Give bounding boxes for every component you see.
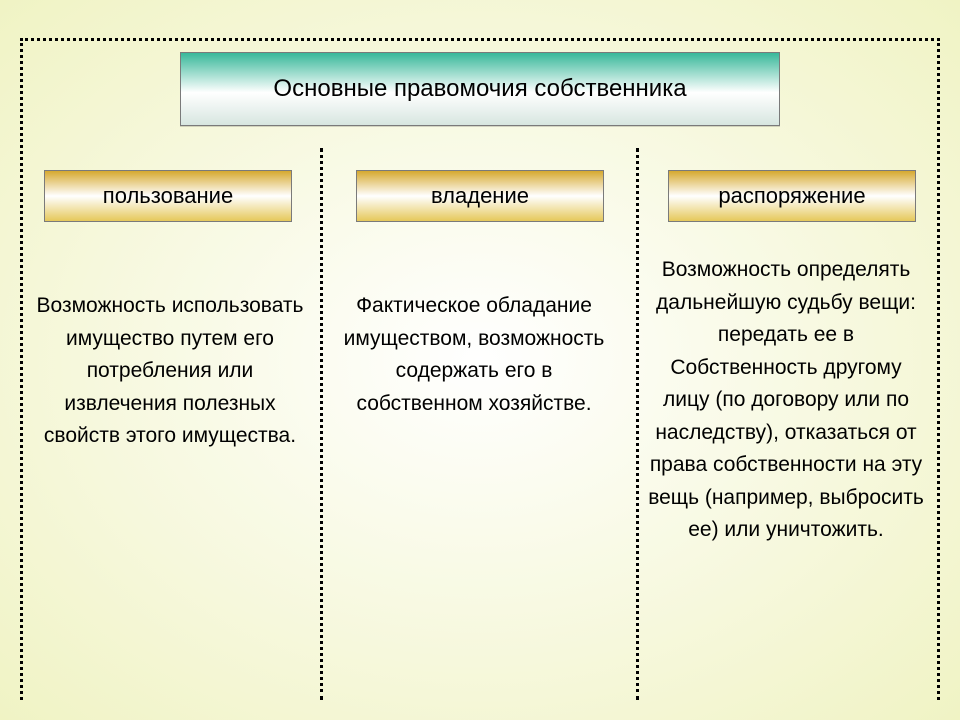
column-3-label: распоряжение (718, 183, 865, 209)
column-1-label: пользование (103, 183, 233, 209)
title-pill: Основные правомочия собственника (180, 52, 780, 126)
column-3-body: Возможность определять дальнейшую судьбу… (640, 254, 932, 547)
column-pill-3: распоряжение (668, 170, 916, 222)
column-2-label: владение (431, 183, 529, 209)
column-2-body: Фактическое обладание имуществом, возмож… (328, 290, 620, 420)
column-pill-2: владение (356, 170, 604, 222)
column-1-body: Возможность использовать имущество путем… (24, 290, 316, 453)
column-divider-1 (320, 148, 323, 700)
column-pill-1: пользование (44, 170, 292, 222)
title-text: Основные правомочия собственника (273, 75, 686, 103)
column-divider-2 (636, 148, 639, 700)
